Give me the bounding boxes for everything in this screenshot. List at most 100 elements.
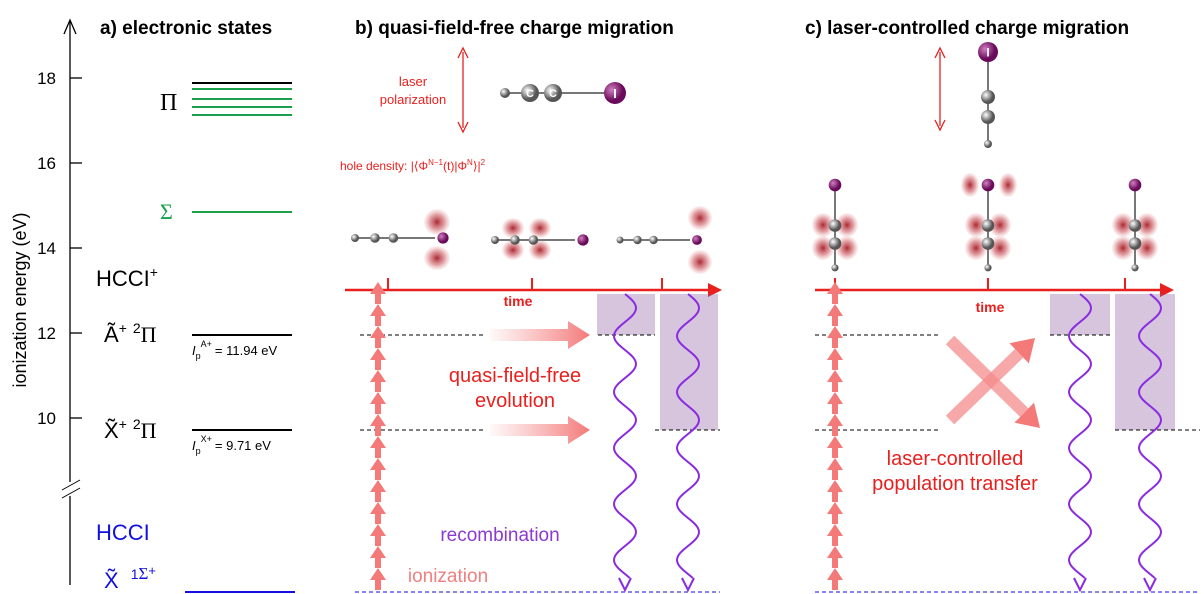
ionization-arrow <box>370 480 386 502</box>
charge: + <box>150 264 158 280</box>
atom <box>1129 237 1142 250</box>
pi-label: Π <box>160 90 177 116</box>
atom <box>982 219 995 232</box>
part: ⟩| <box>473 159 481 173</box>
atom <box>692 235 702 245</box>
state-label: X̃+2Π <box>104 416 157 443</box>
panel-title: b) quasi-field-free charge migration <box>355 18 674 39</box>
laser-label: polarization <box>380 92 447 107</box>
term: Π <box>141 322 157 347</box>
atom <box>510 235 520 245</box>
ionization-arrow <box>370 436 386 458</box>
part: N−1 <box>428 158 443 167</box>
term-sup: + <box>148 563 156 578</box>
shade <box>1050 294 1110 335</box>
multiplicity: 2 <box>133 320 141 336</box>
evolution-label: evolution <box>475 390 555 412</box>
cation-label: HCCI+ <box>96 264 158 291</box>
atom <box>829 237 842 250</box>
evolution-label: quasi-field-free <box>449 365 581 387</box>
hole-cloud <box>961 173 979 197</box>
tick-label: 18 <box>37 69 56 88</box>
charge: + <box>119 320 127 336</box>
tick-label: 12 <box>37 324 56 343</box>
atom <box>1129 179 1142 192</box>
arrowhead <box>1074 578 1086 590</box>
hole-cloud <box>688 206 712 230</box>
atom <box>389 233 399 243</box>
multiplicity: 1 <box>131 566 139 582</box>
atom <box>500 88 510 98</box>
ionization-arrow <box>827 370 843 392</box>
ip-sub: p <box>196 351 201 361</box>
atom-label: C <box>549 88 557 100</box>
multiplicity: 2 <box>133 416 141 432</box>
ionization-arrow <box>827 436 843 458</box>
ionization-arrow <box>370 502 386 524</box>
figure: a) electronic states ionization energy (… <box>0 0 1204 594</box>
atom-label: I <box>986 46 989 60</box>
sigma-label: Σ <box>160 199 173 224</box>
ionization-arrow <box>370 546 386 568</box>
atom-label: I <box>613 86 617 101</box>
atom <box>1131 264 1138 271</box>
hole-cloud <box>502 218 524 238</box>
state-label: Ã+2Π <box>104 320 157 347</box>
tick-label: 10 <box>37 409 56 428</box>
ionization-arrow <box>827 502 843 524</box>
ionization-arrow <box>827 480 843 502</box>
panel-title: c) laser-controlled charge migration <box>805 18 1129 39</box>
ip-sup: X+ <box>201 434 212 444</box>
ionization-arrow <box>827 282 843 304</box>
axis-label: ionization energy (eV) <box>10 212 30 387</box>
hole-cloud <box>424 209 450 235</box>
part: 2 <box>481 158 486 167</box>
ionization-label: ionization <box>408 566 488 587</box>
ip-value: = 11.94 eV <box>215 343 278 358</box>
time-label: time <box>976 299 1005 315</box>
atom <box>649 236 657 244</box>
atom <box>491 236 499 244</box>
hole-cloud <box>999 173 1017 197</box>
hole-density-label: hole density: |⟨ΦN−1(t)|ΦN⟩|2 <box>340 158 486 173</box>
atom <box>984 264 991 271</box>
symbol: Ã <box>104 322 119 347</box>
transfer-label: laser-controlled <box>887 448 1024 470</box>
hole-cloud <box>529 218 551 238</box>
atom-label: C <box>526 88 534 100</box>
ionization-arrow <box>370 524 386 546</box>
line <box>950 353 1019 420</box>
atom <box>984 140 992 148</box>
recombination-label: recombination <box>440 525 559 546</box>
symbol: X̃ <box>104 568 119 593</box>
ionization-arrow <box>370 304 386 326</box>
ionization-arrow <box>827 458 843 480</box>
ionization-arrow <box>827 546 843 568</box>
ionization-arrow <box>370 326 386 348</box>
atom <box>529 235 539 245</box>
atom <box>829 219 842 232</box>
atom <box>351 234 359 242</box>
ionization-arrow <box>827 568 843 590</box>
charge: + <box>119 416 127 432</box>
arrowhead <box>1144 578 1156 590</box>
atom <box>829 179 842 192</box>
ionization-arrow <box>827 326 843 348</box>
arrowhead <box>682 578 694 590</box>
atom <box>981 110 995 124</box>
ip-label: IpX+= 9.71 eV <box>192 434 271 456</box>
atom <box>617 237 624 244</box>
hole-cloud <box>424 246 450 270</box>
transfer-label: population transfer <box>872 473 1038 495</box>
atom <box>633 236 641 244</box>
ionization-arrow <box>370 568 386 590</box>
ionization-arrow <box>370 348 386 370</box>
laser-label: laser <box>399 74 428 89</box>
shade <box>597 294 655 335</box>
ip-sup: A+ <box>201 339 212 349</box>
ionization-arrow <box>370 458 386 480</box>
ip-label: IpA+= 11.94 eV <box>192 339 278 361</box>
time-label: time <box>504 293 533 309</box>
neutral-state: X̃1Σ+ <box>104 563 156 593</box>
atom <box>831 264 838 271</box>
